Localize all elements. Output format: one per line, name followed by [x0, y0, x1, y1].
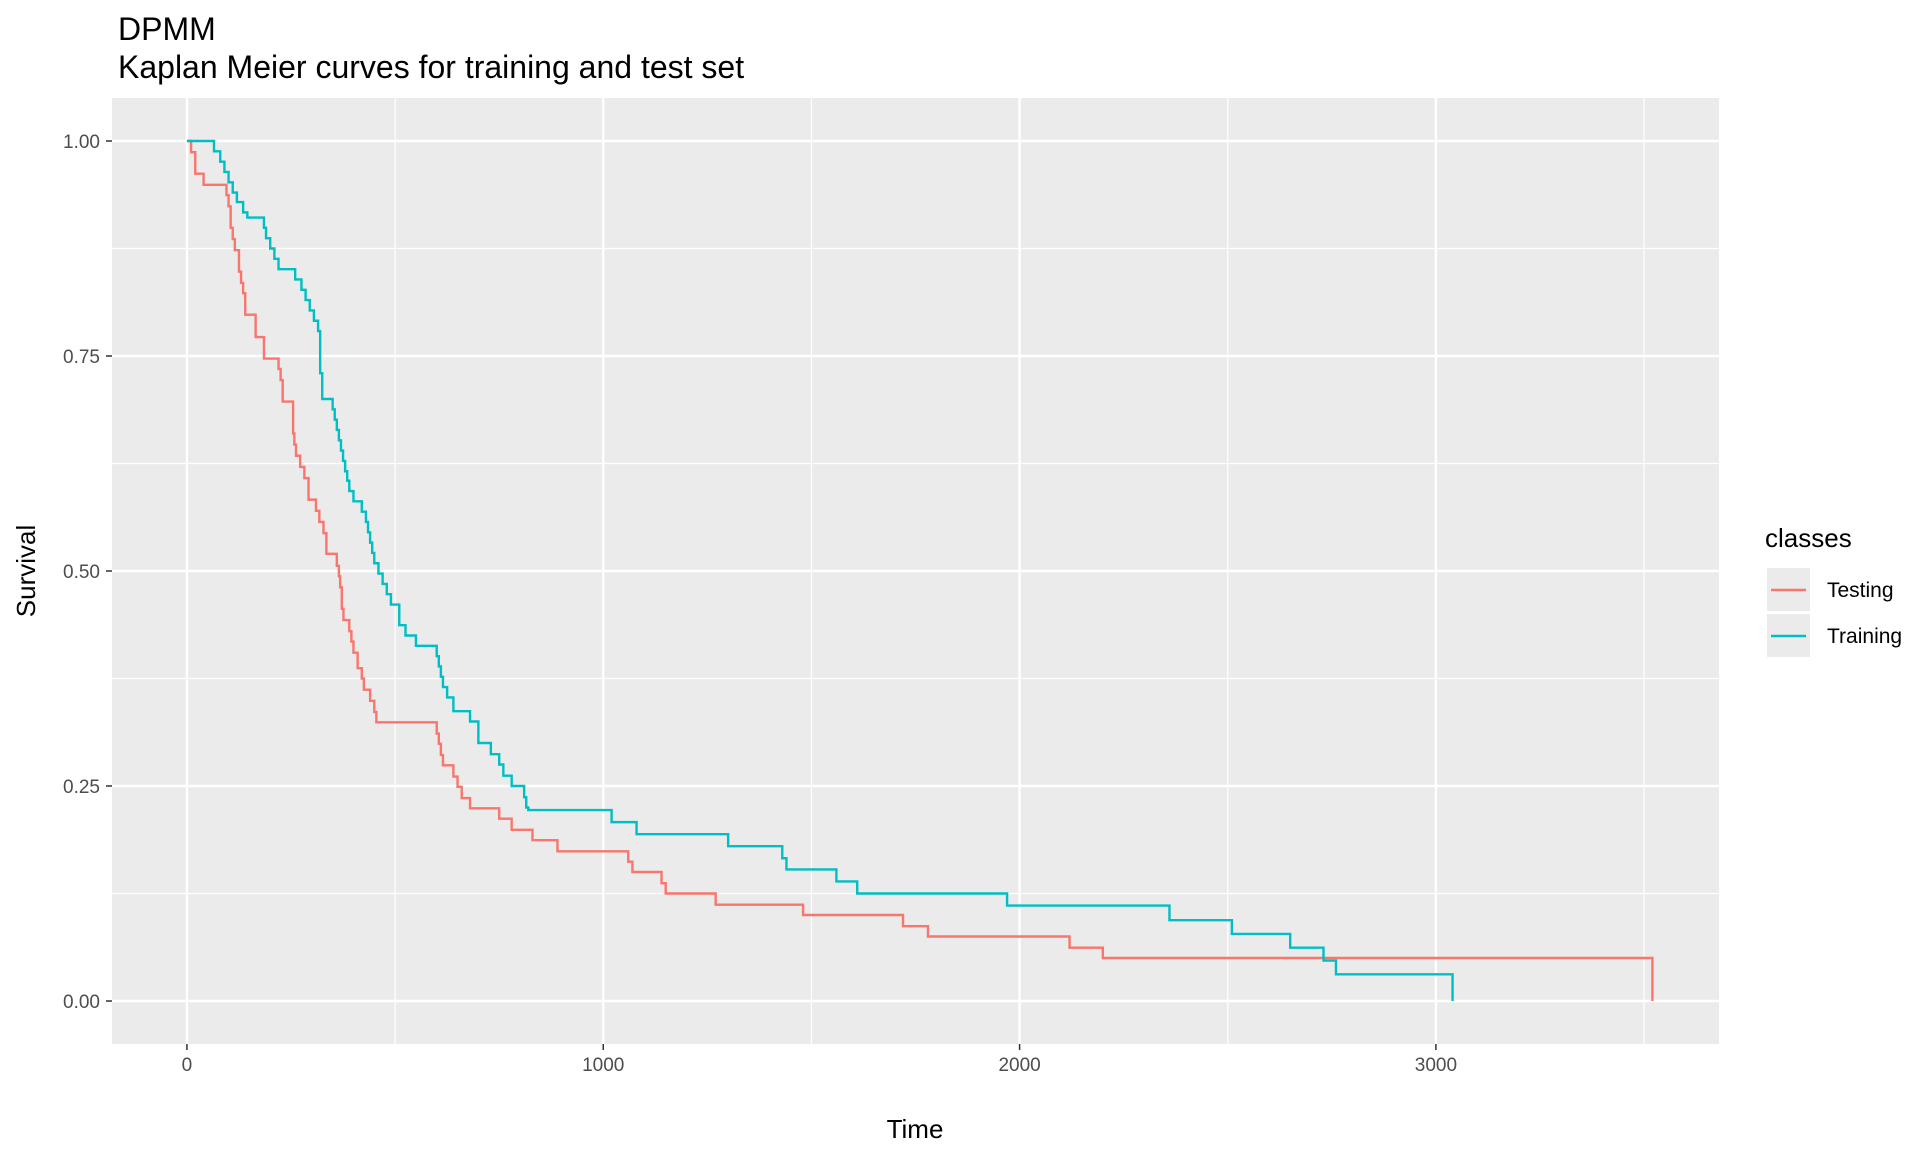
x-tick-label: 2000: [998, 1055, 1040, 1076]
y-axis: 0.00 0.25 0.50 0.75 1.00: [63, 132, 112, 1013]
y-tick-label: 0.00: [63, 992, 100, 1013]
y-tick-label: 0.75: [63, 347, 100, 368]
series-training-line: [186, 139, 1454, 1001]
x-tick-label: 0: [182, 1055, 193, 1076]
legend-label-training: Training: [1827, 625, 1902, 648]
x-axis: 0 1000 2000 3000: [182, 1044, 1457, 1076]
chart-title: DPMM: [118, 11, 216, 47]
x-tick-label: 1000: [582, 1055, 624, 1076]
legend: classes Testing Training: [1765, 523, 1902, 657]
legend-title: classes: [1765, 523, 1852, 553]
y-axis-title: Survival: [11, 525, 41, 617]
x-tick-label: 3000: [1415, 1055, 1457, 1076]
legend-label-testing: Testing: [1827, 579, 1894, 602]
chart-subtitle: Kaplan Meier curves for training and tes…: [118, 49, 744, 85]
x-axis-title: Time: [887, 1114, 944, 1144]
y-tick-label: 1.00: [63, 132, 100, 153]
series-testing-line: [186, 139, 1654, 1001]
series-lines: [186, 139, 1654, 1001]
grid-major: [112, 98, 1719, 1044]
y-tick-label: 0.50: [63, 562, 100, 583]
y-tick-label: 0.25: [63, 777, 100, 798]
